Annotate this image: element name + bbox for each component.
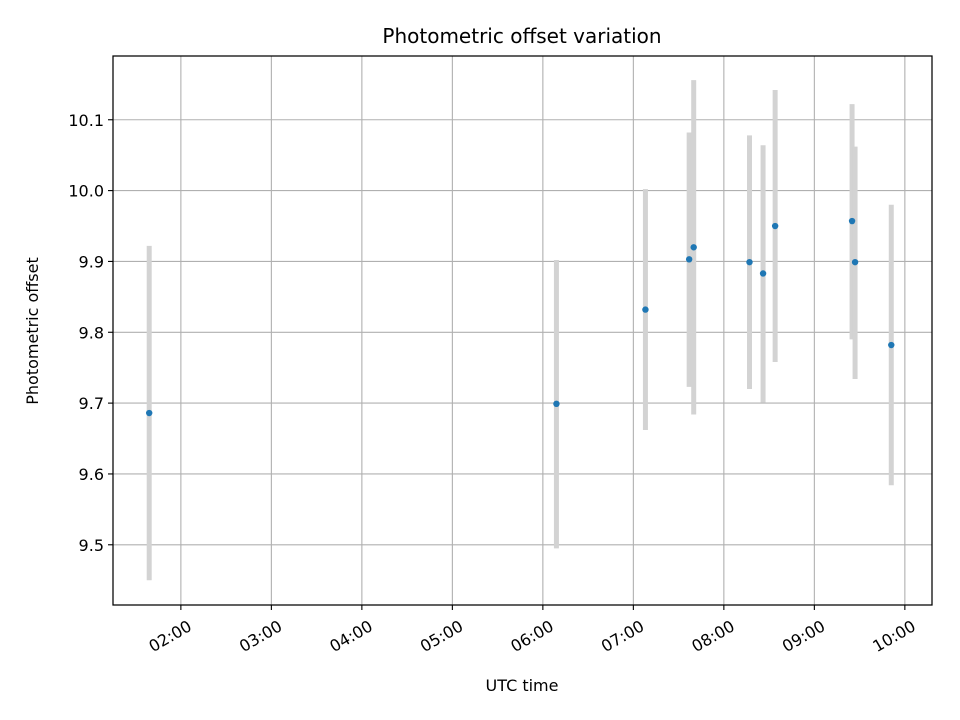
y-tick-label: 9.8: [79, 323, 104, 342]
y-tick-label: 9.7: [79, 394, 104, 413]
data-point: [685, 256, 693, 263]
data-points: [145, 217, 895, 417]
data-point: [888, 341, 895, 349]
data-point: [553, 400, 560, 408]
data-point: [759, 270, 767, 277]
x-axis-label: UTC time: [486, 676, 559, 695]
chart-title: Photometric offset variation: [382, 24, 661, 48]
data-point: [690, 244, 697, 251]
data-point: [851, 258, 859, 266]
y-tick-label: 10.1: [68, 111, 104, 130]
data-point: [848, 217, 856, 225]
y-axis-label: Photometric offset: [23, 257, 42, 405]
data-point: [746, 258, 753, 266]
data-point: [145, 409, 153, 417]
y-tick-label: 9.6: [79, 465, 104, 484]
y-tick-label: 9.9: [79, 252, 104, 271]
y-axis: 9.5 9.6 9.7 9.8 9.9 10.0 10.1: [68, 111, 113, 555]
y-tick-label: 10.0: [68, 182, 104, 201]
plot-frame: [112, 55, 933, 606]
data-point: [771, 222, 779, 230]
grid: [113, 56, 932, 605]
y-tick-label: 9.5: [79, 536, 104, 555]
data-point: [642, 306, 649, 313]
